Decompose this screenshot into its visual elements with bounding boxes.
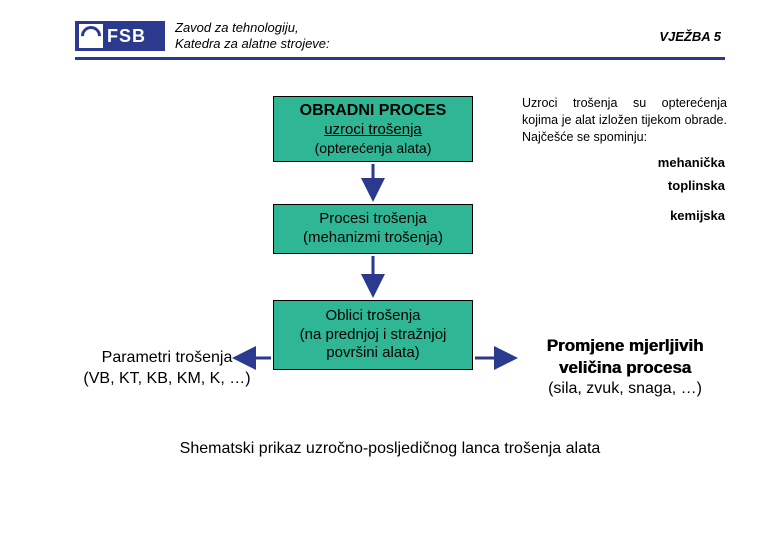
box-title: OBRADNI PROCES	[300, 101, 447, 121]
box-procesi-trosenja: Procesi trošenja (mehanizmi trošenja)	[273, 204, 473, 254]
label-promjene-velicina: Promjene mjerljivih veličina procesa (si…	[520, 335, 730, 400]
plain-line-2: (VB, KT, KB, KM, K, …)	[72, 369, 262, 390]
box-line-3: površini alata)	[326, 344, 419, 363]
box-line-2: (na prednjoj i stražnjoj	[300, 326, 447, 345]
cause-item-2: toplinska	[600, 178, 725, 193]
box-obradni-proces: OBRADNI PROCES uzroci trošenja (optereće…	[273, 96, 473, 162]
diagram-stage: OBRADNI PROCES uzroci trošenja (optereće…	[0, 0, 780, 540]
box-subtitle: uzroci trošenja	[324, 121, 422, 140]
box-line-1: Procesi trošenja	[319, 210, 427, 229]
plain-bold-2: veličina procesa	[520, 357, 730, 379]
flow-arrows	[0, 0, 780, 540]
box-oblici-trosenja: Oblici trošenja (na prednjoj i stražnjoj…	[273, 300, 473, 370]
plain-line-2: (sila, zvuk, snaga, …)	[520, 379, 730, 400]
causes-paragraph: Uzroci trošenja su opterećenja kojima je…	[522, 95, 727, 146]
box-line-2: (mehanizmi trošenja)	[303, 229, 443, 248]
label-parametri-trosenja: Parametri trošenja (VB, KT, KB, KM, K, ……	[72, 348, 262, 390]
cause-item-1: mehanička	[600, 155, 725, 170]
cause-item-3: kemijska	[600, 208, 725, 223]
box-paren: (opterećenja alata)	[315, 140, 432, 158]
figure-caption: Shematski prikaz uzročno-posljedičnog la…	[130, 440, 650, 458]
plain-bold-1: Promjene mjerljivih	[520, 335, 730, 357]
box-line-1: Oblici trošenja	[325, 307, 420, 326]
plain-line-1: Parametri trošenja	[72, 348, 262, 369]
